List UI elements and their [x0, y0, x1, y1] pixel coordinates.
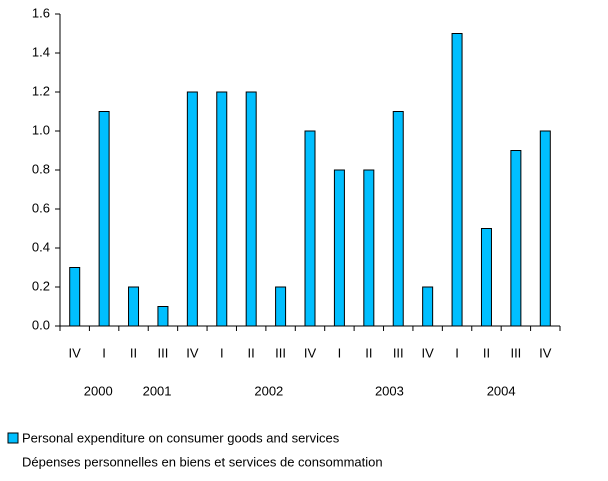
x-tick-label: II — [365, 345, 372, 360]
x-tick-label: I — [102, 345, 106, 360]
x-tick-label: II — [130, 345, 137, 360]
year-label: 2002 — [254, 383, 283, 398]
bar — [422, 286, 434, 327]
x-tick-label: III — [275, 345, 286, 360]
year-label: 2001 — [143, 383, 172, 398]
bar — [539, 130, 551, 327]
x-tick-label: III — [510, 345, 521, 360]
bar — [363, 169, 375, 327]
x-tick-label: III — [393, 345, 404, 360]
bar — [69, 267, 81, 327]
bar — [333, 169, 345, 327]
x-tick-label: IV — [186, 345, 199, 360]
bar — [157, 306, 169, 327]
bar — [510, 150, 522, 327]
x-tick-label: IV — [421, 345, 434, 360]
bar — [275, 286, 287, 327]
bar — [245, 91, 257, 327]
legend-label-fr: Dépenses personnelles en biens et servic… — [22, 454, 383, 469]
y-tick-label: 0.0 — [32, 317, 50, 332]
bar — [304, 130, 316, 327]
bar — [128, 286, 140, 327]
year-label: 2004 — [487, 383, 516, 398]
x-tick-label: IV — [69, 345, 82, 360]
y-tick-label: 1.6 — [32, 5, 50, 20]
y-tick-label: 1.4 — [32, 44, 50, 59]
x-tick-label: IV — [539, 345, 552, 360]
y-tick-label: 0.2 — [32, 278, 50, 293]
x-tick-label: II — [248, 345, 255, 360]
year-label: 2003 — [375, 383, 404, 398]
y-tick-label: 1.0 — [32, 122, 50, 137]
y-tick-label: 1.2 — [32, 83, 50, 98]
bar — [480, 228, 492, 327]
y-tick-label: 0.6 — [32, 200, 50, 215]
x-tick-label: IV — [304, 345, 317, 360]
year-label: 2000 — [84, 383, 113, 398]
y-tick-label: 0.4 — [32, 239, 50, 254]
bar — [451, 33, 463, 327]
x-tick-label: III — [158, 345, 169, 360]
bar — [186, 91, 198, 327]
x-tick-label: I — [455, 345, 459, 360]
x-tick-label: II — [483, 345, 490, 360]
bar — [392, 111, 404, 327]
y-tick-label: 0.8 — [32, 161, 50, 176]
bar — [98, 111, 110, 327]
x-tick-label: I — [220, 345, 224, 360]
legend-swatch — [7, 432, 19, 444]
legend-label: Personal expenditure on consumer goods a… — [22, 430, 340, 445]
bar — [216, 91, 228, 327]
x-tick-label: I — [338, 345, 342, 360]
